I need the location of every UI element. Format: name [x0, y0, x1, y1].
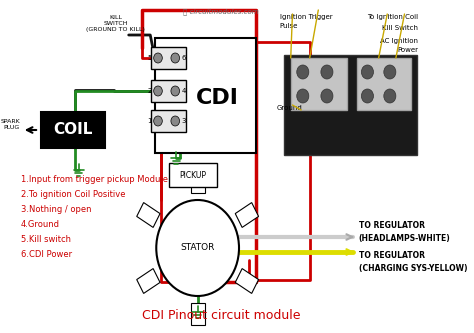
Polygon shape [137, 269, 160, 293]
Text: 5: 5 [147, 55, 152, 61]
Circle shape [154, 53, 162, 63]
Polygon shape [191, 303, 205, 325]
Circle shape [171, 53, 180, 63]
FancyBboxPatch shape [284, 55, 418, 155]
Text: 2: 2 [147, 88, 152, 94]
Polygon shape [137, 202, 160, 227]
Text: CDI Pinout circuit module: CDI Pinout circuit module [142, 309, 300, 322]
Circle shape [361, 89, 374, 103]
Text: Ignition Trigger: Ignition Trigger [280, 14, 332, 20]
Text: STATOR: STATOR [181, 243, 215, 252]
Circle shape [297, 65, 309, 79]
Circle shape [156, 200, 239, 296]
Text: Pulse: Pulse [280, 23, 298, 29]
FancyBboxPatch shape [151, 80, 186, 102]
Circle shape [321, 89, 333, 103]
Circle shape [154, 86, 162, 96]
Text: 5.Kill switch: 5.Kill switch [21, 235, 71, 244]
FancyBboxPatch shape [41, 112, 105, 148]
FancyBboxPatch shape [151, 47, 186, 69]
FancyBboxPatch shape [169, 163, 217, 187]
Text: 3: 3 [182, 118, 186, 124]
Text: 4.Ground: 4.Ground [21, 220, 60, 229]
Text: TO REGULATOR: TO REGULATOR [359, 250, 425, 259]
Text: PICKUP: PICKUP [179, 170, 206, 179]
Circle shape [361, 65, 374, 79]
Text: Ground: Ground [277, 105, 303, 111]
Circle shape [297, 89, 309, 103]
Text: TO REGULATOR: TO REGULATOR [359, 220, 425, 229]
Circle shape [171, 86, 180, 96]
Text: Kill Switch: Kill Switch [382, 25, 418, 31]
Text: 4: 4 [182, 88, 186, 94]
FancyBboxPatch shape [155, 38, 256, 153]
Text: 6: 6 [182, 55, 186, 61]
Text: ⓘ circuitmodules.com: ⓘ circuitmodules.com [183, 8, 259, 15]
Text: AC Ignition: AC Ignition [380, 38, 418, 44]
FancyBboxPatch shape [357, 58, 410, 110]
Text: (CHARGING SYS-YELLOW): (CHARGING SYS-YELLOW) [359, 263, 467, 272]
Circle shape [384, 89, 396, 103]
Circle shape [154, 116, 162, 126]
Text: To Ignition Coil: To Ignition Coil [367, 14, 418, 20]
Text: 6.CDI Power: 6.CDI Power [21, 250, 72, 259]
FancyBboxPatch shape [291, 58, 347, 110]
Text: 1.Input from trigger pickup Module: 1.Input from trigger pickup Module [21, 175, 168, 184]
Circle shape [321, 65, 333, 79]
Text: KILL
SWITCH
(GROUND TO KILL): KILL SWITCH (GROUND TO KILL) [86, 15, 145, 32]
Circle shape [171, 116, 180, 126]
Text: 3.Nothing / open: 3.Nothing / open [21, 205, 91, 214]
Text: 2.To ignition Coil Positive: 2.To ignition Coil Positive [21, 190, 126, 199]
Text: SPARK
PLUG: SPARK PLUG [0, 119, 20, 130]
Text: CDI: CDI [196, 88, 239, 108]
Polygon shape [235, 269, 258, 293]
Polygon shape [191, 171, 205, 193]
Text: COIL: COIL [54, 123, 93, 138]
Text: 1: 1 [147, 118, 152, 124]
Polygon shape [235, 202, 258, 227]
FancyBboxPatch shape [151, 110, 186, 132]
Text: (HEADLAMPS-WHITE): (HEADLAMPS-WHITE) [359, 233, 451, 242]
Text: Power: Power [397, 47, 418, 53]
Circle shape [384, 65, 396, 79]
